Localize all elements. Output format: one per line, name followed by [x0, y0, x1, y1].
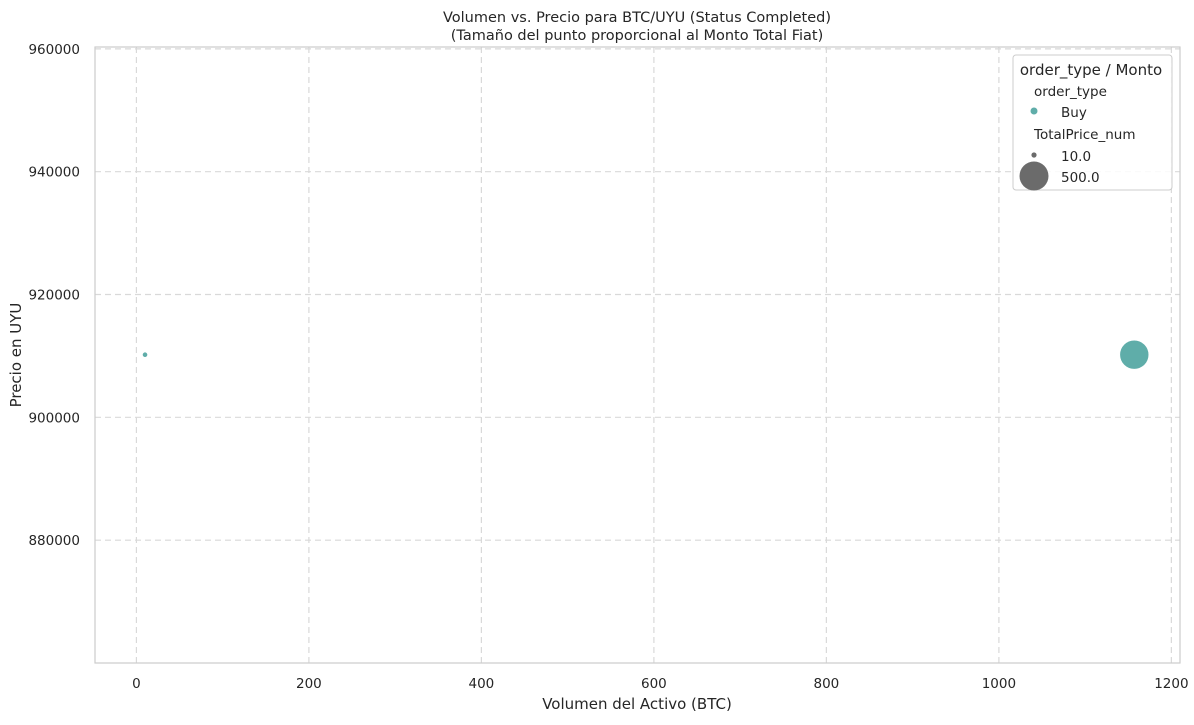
y-tick-label: 960000	[28, 42, 80, 58]
x-tick-label: 1000	[982, 676, 1016, 692]
plot-frame	[94, 46, 1181, 664]
legend-title: order_type / Monto	[1020, 61, 1162, 80]
x-tick-label: 800	[813, 676, 839, 692]
x-axis-label: Volumen del Activo (BTC)	[542, 695, 732, 713]
tick-labels: 0 200 400 600 800 1000 1200 880000 900000 920000 9…	[28, 42, 1188, 692]
legend-size-large-label: 500.0	[1061, 170, 1100, 186]
legend-size-header: TotalPrice_num	[1033, 127, 1135, 143]
legend-size-small-label: 10.0	[1061, 149, 1091, 165]
x-tick-label: 1200	[1154, 676, 1188, 692]
data-point	[1119, 339, 1150, 370]
x-tick-label: 200	[296, 676, 322, 692]
chart-subtitle: (Tamaño del punto proporcional al Monto …	[451, 28, 824, 44]
legend-buy-marker	[1030, 107, 1038, 115]
y-axis-label: Precio en UYU	[7, 303, 25, 408]
y-tick-label: 900000	[28, 410, 80, 426]
y-tick-label: 880000	[28, 533, 80, 549]
x-tick-label: 600	[641, 676, 667, 692]
grid	[95, 47, 1180, 663]
y-tick-label: 940000	[28, 165, 80, 181]
legend-hue-header: order_type	[1034, 84, 1107, 100]
legend-buy-label: Buy	[1061, 105, 1087, 121]
legend: order_type / Monto order_type Buy TotalP…	[1012, 54, 1173, 191]
legend-box	[1012, 54, 1173, 191]
chart-title: Volumen vs. Precio para BTC/UYU (Status …	[443, 10, 831, 26]
data-point	[142, 351, 148, 358]
data-points	[142, 339, 1150, 370]
y-tick-label: 920000	[28, 288, 80, 304]
x-tick-label: 0	[132, 676, 141, 692]
legend-size-large-marker	[1019, 161, 1049, 191]
x-tick-label: 400	[469, 676, 495, 692]
legend-size-small-marker	[1031, 152, 1037, 158]
